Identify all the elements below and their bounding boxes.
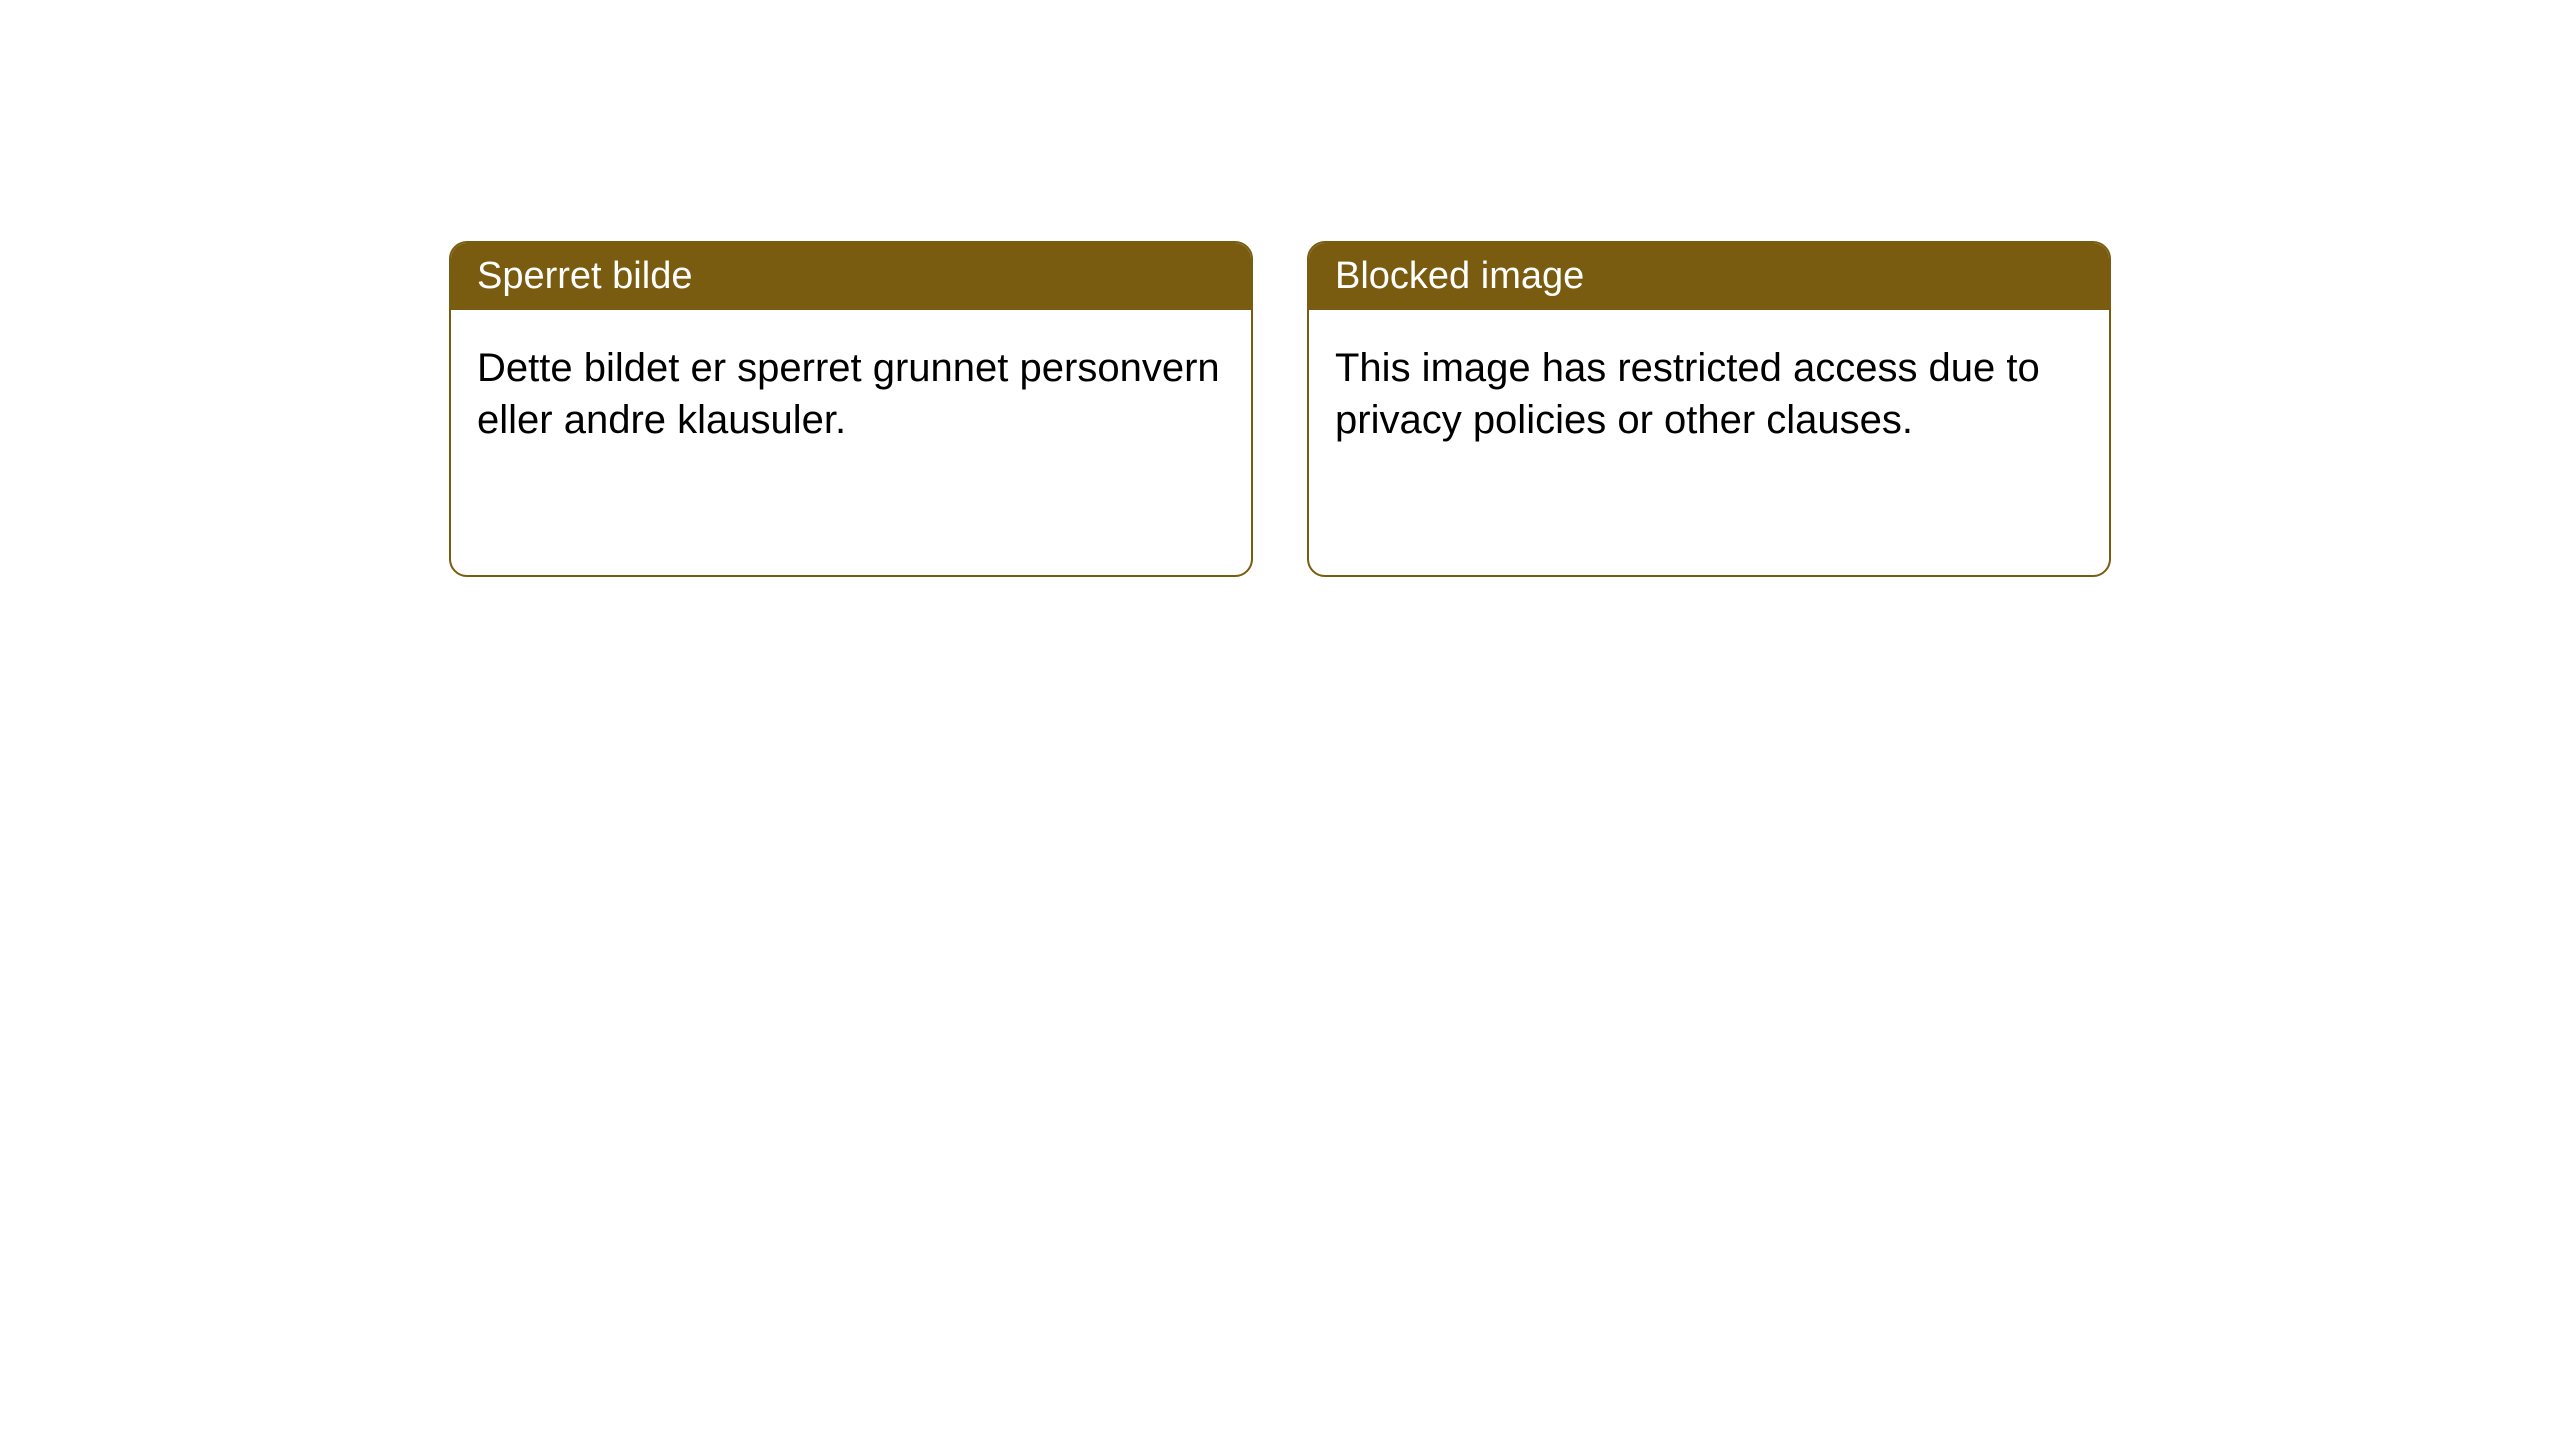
panel-body-no: Dette bildet er sperret grunnet personve… xyxy=(451,310,1251,478)
panel-body-en: This image has restricted access due to … xyxy=(1309,310,2109,478)
blocked-image-panel-en: Blocked image This image has restricted … xyxy=(1307,241,2111,577)
panel-title-en: Blocked image xyxy=(1309,243,2109,310)
panels-container: Sperret bilde Dette bildet er sperret gr… xyxy=(449,241,2111,577)
blocked-image-panel-no: Sperret bilde Dette bildet er sperret gr… xyxy=(449,241,1253,577)
panel-title-no: Sperret bilde xyxy=(451,243,1251,310)
